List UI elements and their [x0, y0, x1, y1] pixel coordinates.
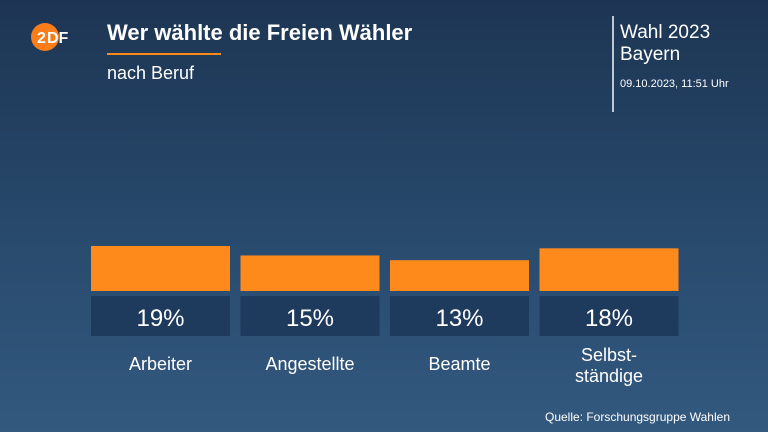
timestamp: 09.10.2023, 11:51 Uhr [620, 78, 729, 90]
svg-text:DF: DF [47, 30, 69, 47]
bar-2 [390, 260, 529, 291]
category-label-1: Angestellte [265, 354, 354, 374]
category-label-3: Selbst-ständige [575, 345, 643, 386]
value-label-1: 15% [286, 305, 334, 332]
value-box-3 [539, 296, 679, 336]
chart-subtitle: nach Beruf [107, 63, 195, 83]
chart-title: Wer wählte die Freien Wähler [107, 20, 413, 45]
election-region: Bayern [620, 44, 681, 65]
category-label-2: Beamte [428, 354, 490, 374]
bar-0 [91, 245, 230, 291]
value-label-3: 18% [585, 305, 633, 332]
header-divider [612, 16, 614, 112]
value-label-0: 19% [136, 305, 184, 332]
value-box-1 [240, 296, 380, 336]
value-label-2: 13% [435, 305, 483, 332]
zdf-logo: 2 DF [31, 23, 69, 51]
svg-text:2: 2 [37, 30, 46, 47]
bar-1 [240, 255, 380, 291]
value-box-0 [91, 296, 230, 336]
title-underline [107, 53, 221, 55]
bar-3 [539, 248, 679, 291]
election-name: Wahl 2023 [620, 22, 711, 43]
source-note: Quelle: Forschungsgruppe Wahlen [545, 410, 730, 424]
value-box-2 [390, 296, 529, 336]
category-label-0: Arbeiter [129, 354, 192, 374]
election-info: Wahl 2023 Bayern [620, 22, 710, 66]
